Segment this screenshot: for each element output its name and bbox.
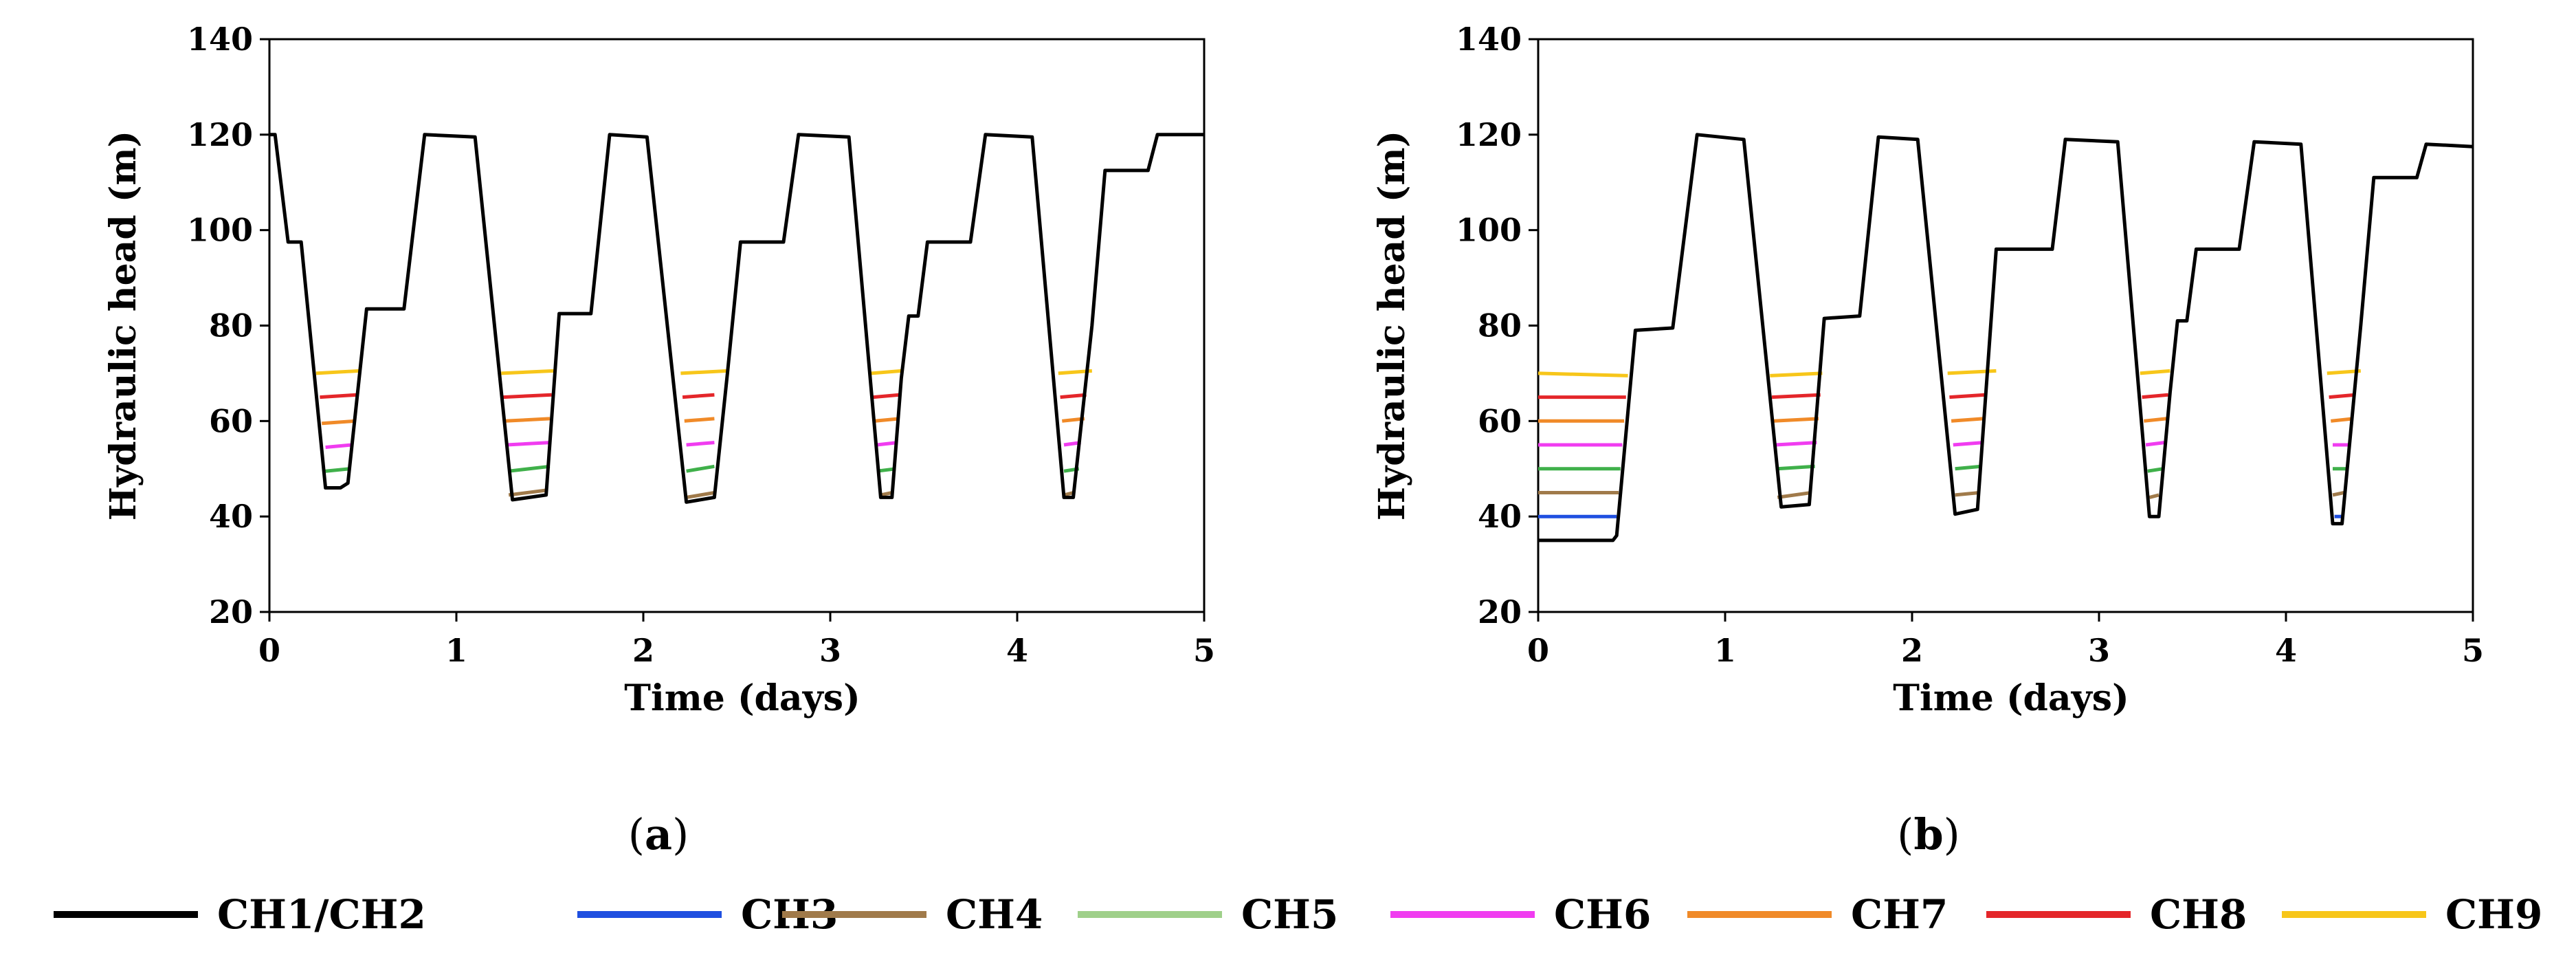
x-axis-title: Time (days): [1893, 677, 2129, 719]
y-tick-label: 100: [1456, 212, 1522, 249]
series-segment-ch8: [2142, 393, 2168, 399]
y-tick-label: 80: [1478, 307, 1522, 344]
y-tick-label: 60: [209, 402, 253, 439]
x-tick-label: 3: [819, 632, 841, 669]
series-segment-ch8: [873, 393, 900, 399]
y-tick-label: 20: [209, 593, 253, 631]
panel-label: (b): [1897, 809, 1960, 859]
series-segment-ch6: [1953, 441, 1984, 447]
series-segment-ch6: [507, 441, 551, 447]
series-segment-ch6: [2145, 441, 2165, 447]
series-segment-ch9: [315, 369, 359, 375]
series-segment-ch7: [2144, 417, 2167, 423]
series-segment-ch9: [680, 369, 728, 375]
series-segment-ch8: [2329, 393, 2355, 399]
legend-label-ch8: CH8: [2150, 891, 2247, 938]
series-segment-ch7: [1951, 417, 1984, 423]
x-tick-label: 1: [445, 632, 467, 669]
legend-label-ch4: CH4: [946, 891, 1043, 938]
y-tick-label: 40: [1478, 498, 1522, 535]
y-tick-label: 100: [187, 212, 253, 249]
series-segment-ch5: [508, 464, 551, 473]
series-segment-ch5: [1777, 464, 1815, 471]
x-tick-label: 5: [2462, 632, 2484, 669]
series-segment-ch7: [684, 417, 715, 423]
y-axis-title: Hydraulic head (m): [102, 131, 144, 521]
series-segment-ch8: [1949, 393, 1986, 399]
series-segment-ch8: [1060, 393, 1087, 399]
x-axis-title: Time (days): [624, 677, 860, 719]
plot-frame: [1537, 38, 2474, 613]
legend-label-ch5: CH5: [1241, 891, 1338, 938]
y-tick-label: 140: [1456, 21, 1522, 58]
y-tick-label: 80: [209, 307, 253, 344]
series-segment-ch4: [2332, 491, 2344, 497]
series-segment-ch9: [2140, 369, 2170, 375]
series-segment-ch4: [1063, 491, 1074, 497]
x-tick-label: 0: [258, 632, 280, 669]
chart-panel-b: 20 40 60 80 100 120 140 0 1 2 3 4 5 Time (days) Hydrau…: [1371, 21, 2484, 859]
series-segment-ch4: [686, 491, 715, 499]
series-segment-ch7: [1773, 417, 1819, 423]
series-segment-ch7: [504, 417, 551, 423]
y-tick-label: 140: [187, 21, 253, 58]
series-segment-ch6: [876, 441, 898, 447]
series-segment-ch9: [501, 369, 554, 375]
chart-panel-a: 20 40 60 80 100 120 140 0 1 2 3 4 5 Time (days) Hydrau…: [102, 21, 1215, 859]
y-tick-label: 40: [209, 498, 253, 535]
y-tick-label: 120: [187, 116, 253, 153]
x-tick-label: 4: [1006, 632, 1028, 669]
series-segment-ch5: [1955, 464, 1981, 471]
series-segment-ch4: [880, 491, 893, 497]
series-segment-ch5: [2147, 467, 2163, 473]
series-segment-ch7: [2331, 417, 2354, 423]
series-segment-ch6: [325, 443, 352, 449]
series-segment-ch8: [502, 393, 552, 399]
legend-label-ch9: CH9: [2445, 891, 2542, 938]
series-segment-ch9: [1537, 371, 1628, 377]
x-tick-label: 5: [1193, 632, 1215, 669]
series-segment-ch9: [1770, 371, 1823, 377]
series-line-ch1-ch2: [1538, 133, 2474, 543]
y-tick-label: 20: [1478, 593, 1522, 631]
plot-frame: [268, 38, 1206, 613]
series-segment-ch7: [875, 417, 900, 423]
legend-label-ch6: CH6: [1554, 891, 1651, 938]
series-segment-ch8: [320, 393, 357, 399]
series-segment-ch8: [1771, 393, 1821, 399]
y-tick-label: 60: [1478, 402, 1522, 439]
series-segment-ch6: [686, 441, 715, 447]
series-segment-ch4: [508, 488, 546, 497]
legend-label-ch1-ch2: CH1/CH2: [217, 891, 426, 938]
x-tick-label: 0: [1527, 632, 1549, 669]
legend: CH1/CH2 CH3 CH4 CH5 CH6 CH7 CH8 CH9: [54, 891, 2542, 938]
x-tick-label: 3: [2088, 632, 2110, 669]
series-line-ch1-ch2: [269, 133, 1204, 504]
series-segment-ch4: [1955, 491, 1980, 497]
series-segment-ch6: [1775, 441, 1817, 447]
series-segment-ch5: [686, 464, 715, 473]
series-segment-ch7: [322, 419, 356, 426]
x-tick-label: 4: [2275, 632, 2297, 669]
legend-label-ch7: CH7: [1851, 891, 1948, 938]
series-segment-ch5: [325, 467, 351, 473]
panel-label: (a): [628, 809, 689, 859]
series-segment-ch9: [871, 369, 902, 375]
x-tick-label: 2: [1901, 632, 1923, 669]
y-tick-label: 120: [1456, 116, 1522, 153]
x-tick-label: 2: [632, 632, 654, 669]
series-segment-ch4: [1777, 491, 1812, 499]
x-tick-label: 1: [1714, 632, 1736, 669]
series-segment-ch4: [2148, 493, 2159, 499]
series-segment-ch8: [682, 393, 715, 399]
y-axis-title: Hydraulic head (m): [1371, 131, 1413, 521]
